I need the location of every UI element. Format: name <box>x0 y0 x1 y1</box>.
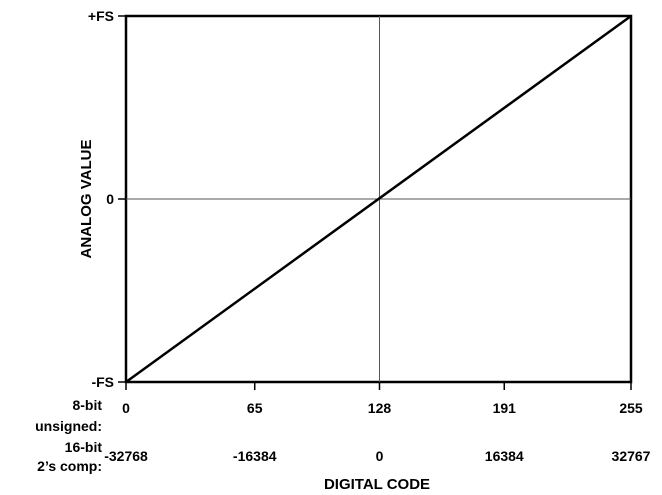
x-axis-title: DIGITAL CODE <box>324 476 430 493</box>
x-tick-label-row1-3: 16384 <box>485 448 524 464</box>
x-row-caption-0-1: unsigned: <box>35 418 102 434</box>
x-tick-label-row0-4: 255 <box>619 400 643 416</box>
x-tick-label-row1-4: 32767 <box>612 448 651 464</box>
x-tick-label-row1-2: 0 <box>376 448 384 464</box>
y-tick-label-2: -FS <box>91 374 114 390</box>
x-tick-label-row0-0: 0 <box>122 400 130 416</box>
y-tick-label-1: 0 <box>106 191 114 207</box>
series-line-0 <box>125 14 632 384</box>
y-axis-title: ANALOG VALUE <box>78 140 95 259</box>
x-tick-label-row0-2: 128 <box>368 400 392 416</box>
x-tick-label-row0-3: 191 <box>493 400 517 416</box>
y-tick-label-0: +FS <box>88 8 114 24</box>
x-row-caption-1-1: 2’s comp: <box>37 458 102 474</box>
x-tick-label-row0-1: 65 <box>247 400 263 416</box>
x-row-caption-1-0: 16-bit <box>65 439 103 455</box>
x-row-caption-0-0: 8-bit <box>72 397 102 413</box>
x-tick-label-row1-1: -16384 <box>233 448 277 464</box>
x-tick-label-row1-0: -32768 <box>104 448 148 464</box>
